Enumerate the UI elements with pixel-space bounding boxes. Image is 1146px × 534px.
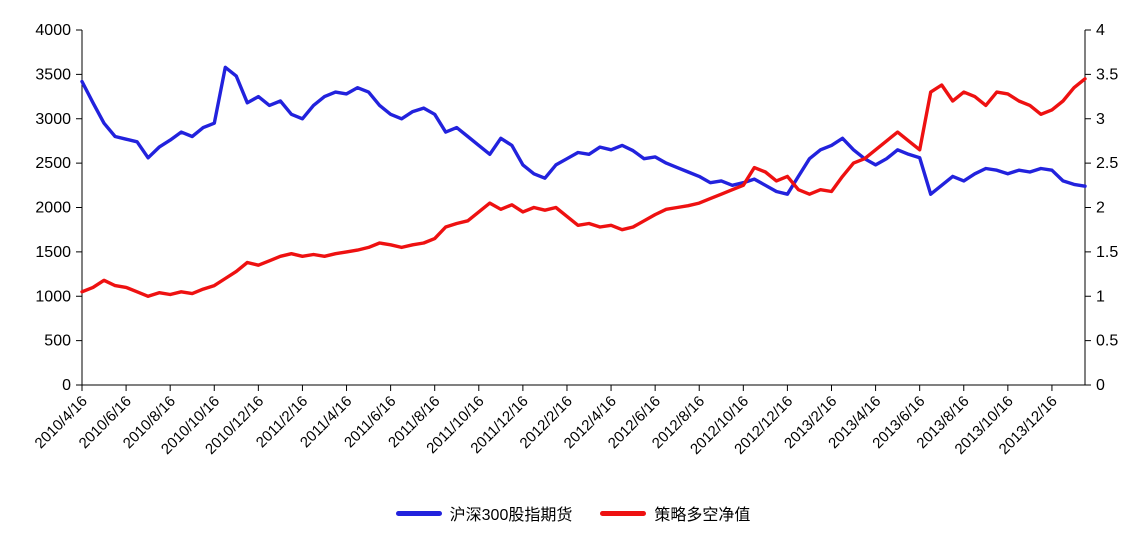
legend-label-csi300-futures: 沪深300股指期货 [449, 507, 573, 524]
right-axis-tick-label: 0.5 [1096, 333, 1118, 350]
csi300-futures-line [80, 65, 1087, 196]
left-axis-tick-label: 3000 [35, 111, 71, 128]
right-axis-tick-label: 4 [1096, 22, 1105, 39]
left-axis-tick-label: 3500 [35, 66, 71, 83]
blue-line-swatch [395, 510, 442, 516]
right-axis-tick-label: 3 [1096, 111, 1105, 128]
left-axis-tick-label: 2000 [35, 200, 71, 217]
chart-legend: 沪深300股指期货 策略多空净值 [0, 501, 1146, 525]
right-axis-tick-label: 2 [1096, 200, 1105, 217]
right-axis-tick-label: 0 [1096, 377, 1105, 394]
red-line-swatch [600, 510, 647, 516]
left-axis-tick-label: 0 [62, 377, 71, 394]
left-axis-tick-label: 500 [44, 333, 71, 350]
left-axis-tick-label: 4000 [35, 22, 71, 39]
strategy-net-value-line [80, 77, 1087, 298]
right-axis-tick-label: 1 [1096, 288, 1105, 305]
left-axis-tick-label: 1500 [35, 244, 71, 261]
right-axis-tick-label: 3.5 [1096, 66, 1118, 83]
right-axis-tick-label: 2.5 [1096, 155, 1118, 172]
legend-label-strategy-net-value: 策略多空净值 [654, 507, 751, 524]
right-axis-tick-label: 1.5 [1096, 244, 1118, 261]
left-axis-tick-label: 1000 [35, 288, 71, 305]
legend-item-csi300-futures: 沪深300股指期货 [395, 501, 573, 525]
left-axis-tick-label: 2500 [35, 155, 71, 172]
legend-item-strategy-net-value: 策略多空净值 [600, 501, 750, 525]
